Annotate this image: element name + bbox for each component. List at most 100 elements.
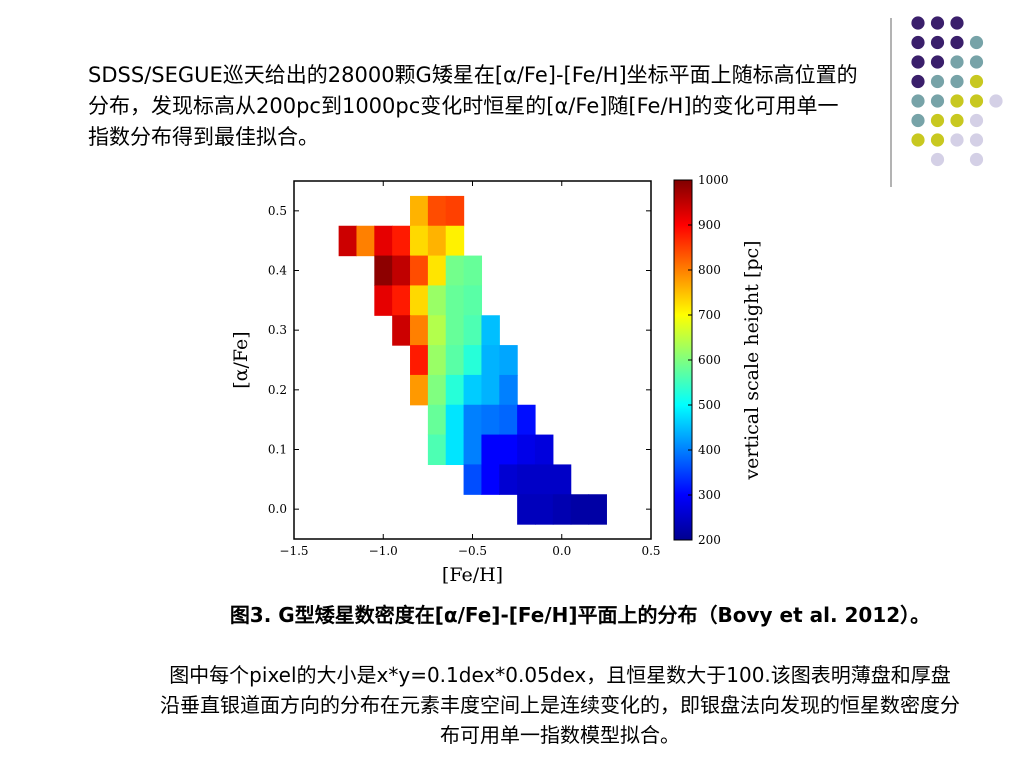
heatmap-cell (534, 464, 554, 495)
colorbar-tick-label: 800 (698, 263, 721, 277)
decorative-dot-pattern (890, 16, 1003, 187)
decorative-dot (911, 35, 925, 50)
scale-height-heatmap: −1.5 −1.0 −0.5 0.0 0.5 0.0 0.1 0.2 0.3 0.4 0.5 [F… (230, 173, 763, 586)
heatmap-cell (481, 345, 500, 376)
colorbar-tick-label: 700 (698, 308, 721, 322)
decorative-dot (969, 133, 984, 147)
colorbar-tick-label: 1000 (698, 173, 729, 187)
y-tick-label: 0.4 (268, 264, 287, 278)
decorative-dot (930, 94, 945, 108)
heatmap-cell (499, 374, 518, 406)
heatmap-cell (481, 315, 500, 346)
figure-note: 图中每个pixel的大小是x*y=0.1dex*0.05dex，且恒星数大于10… (160, 663, 960, 747)
heatmap-cell (517, 464, 536, 495)
decorative-dot (950, 94, 964, 108)
heatmap-cell (481, 374, 500, 406)
heatmap-cell (499, 434, 518, 466)
decorative-dot (911, 133, 925, 147)
decorative-dot (969, 113, 984, 128)
heatmap-cell (427, 434, 447, 466)
decorative-dot (950, 74, 964, 89)
heatmap-cell (463, 315, 483, 346)
decorative-dot (930, 152, 945, 167)
heatmap-cell (445, 225, 465, 257)
colorbar-tick-label: 400 (698, 443, 721, 457)
y-axis: 0.0 0.1 0.2 0.3 0.4 0.5 (268, 204, 651, 516)
y-tick-label: 0.1 (268, 443, 287, 457)
heatmap-cell (517, 434, 536, 466)
heatmap-cell (517, 494, 536, 525)
decorative-dot (911, 74, 925, 89)
heatmap-cell (481, 404, 500, 436)
heatmap-cell (463, 374, 483, 406)
heatmap-cell (427, 374, 447, 406)
decorative-dot (969, 55, 984, 69)
x-tick-label: 0.5 (641, 544, 660, 558)
colorbar-ticks: 200 300 400 500 600 700 800 900 1000 (688, 173, 729, 547)
decorative-dot (930, 113, 945, 128)
x-tick-label: −0.5 (458, 544, 487, 558)
heatmap-cell (463, 285, 483, 316)
decorative-dot (911, 55, 925, 69)
decorative-dot (911, 94, 925, 108)
heatmap-cell (427, 345, 447, 376)
heatmap-cell (445, 195, 465, 227)
decorative-dot (989, 94, 1003, 108)
y-axis-label: [α/Fe] (230, 331, 252, 388)
heatmap-cell (463, 345, 483, 376)
colorbar-tick-label: 600 (698, 353, 721, 367)
heatmap-cell (427, 285, 447, 316)
y-tick-label: 0.0 (268, 502, 287, 516)
decorative-dot (930, 74, 945, 89)
x-tick-label: −1.0 (369, 544, 398, 558)
heatmap-cell (570, 494, 590, 525)
decorative-dot (969, 35, 984, 50)
y-tick-label: 0.5 (268, 204, 287, 218)
decorative-dot (950, 35, 964, 50)
decorative-dot (930, 133, 945, 147)
heatmap-cell (374, 255, 393, 287)
heatmap-cell (499, 345, 518, 376)
heatmap-cell (552, 464, 572, 495)
heatmap-cell (445, 255, 465, 287)
heatmap-cell (481, 434, 500, 466)
heatmap-cell (445, 374, 465, 406)
heatmap-cell (356, 225, 375, 257)
heatmap-cell (463, 464, 483, 495)
heatmap-cell (374, 285, 393, 316)
heatmap-cell (410, 255, 429, 287)
decorative-dot (950, 55, 964, 69)
heatmap-cell (410, 345, 429, 376)
colorbar-tick-label: 500 (698, 398, 721, 412)
heatmap-cell (392, 285, 411, 316)
colorbar-tick-label: 300 (698, 488, 721, 502)
heatmap-cell (374, 225, 393, 257)
colorbar-label: vertical scale height [pc] (741, 240, 763, 480)
decorative-dot (930, 55, 945, 69)
y-tick-label: 0.3 (268, 323, 287, 337)
heatmap-cell (534, 434, 554, 466)
decorative-dot (969, 152, 984, 167)
decorative-dot (969, 74, 984, 89)
heatmap-cell (427, 195, 447, 227)
heatmap-cell (445, 315, 465, 346)
x-axis: −1.5 −1.0 −0.5 0.0 0.5 (279, 181, 661, 558)
heatmap-cell (338, 225, 358, 257)
figure-caption: 图3. G型矮星数密度在[α/Fe]-[Fe/H]平面上的分布（Bovy et … (229, 603, 931, 627)
heatmap-cell (463, 404, 483, 436)
heatmap-cell (463, 255, 483, 287)
x-tick-label: 0.0 (552, 544, 571, 558)
heatmap-cell (552, 494, 572, 525)
heatmap-cells (338, 195, 607, 525)
heatmap-cell (445, 345, 465, 376)
decorative-dot (950, 16, 964, 30)
decorative-dot (911, 113, 925, 128)
heatmap-cell (410, 374, 429, 406)
heatmap-cell (517, 404, 536, 436)
heatmap-cell (427, 255, 447, 287)
y-tick-label: 0.2 (268, 383, 287, 397)
heatmap-cell (392, 315, 411, 346)
heatmap-cell (427, 225, 447, 257)
decorative-dot (969, 94, 984, 108)
colorbar-tick-label: 900 (698, 218, 721, 232)
